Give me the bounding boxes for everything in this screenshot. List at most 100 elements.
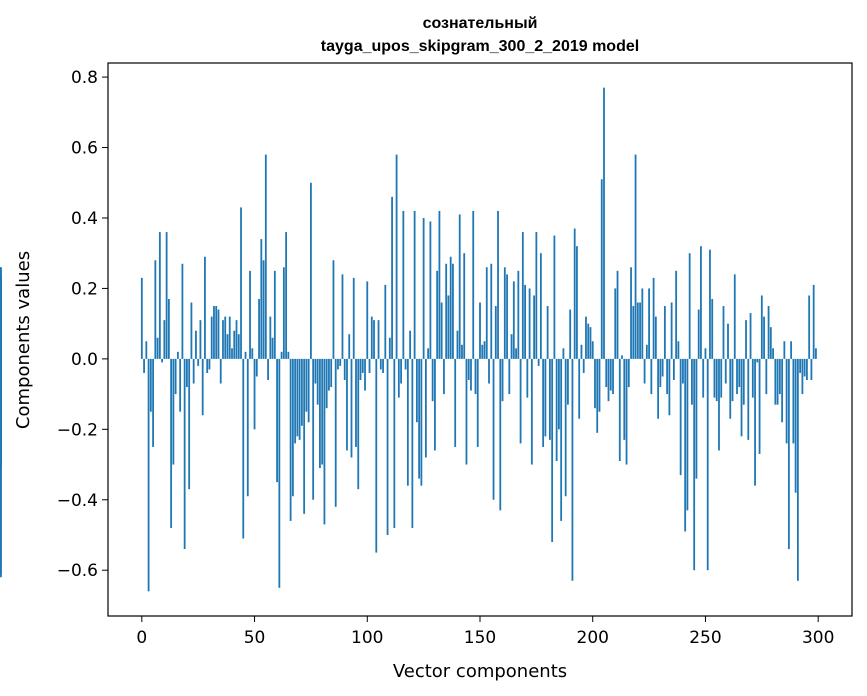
bar-182: [551, 358, 554, 543]
bar-194: [578, 358, 581, 419]
bar-274: [758, 358, 761, 454]
bar-223: [643, 358, 646, 384]
bar-100: [366, 281, 369, 359]
bar-178: [542, 358, 545, 447]
bar-65: [287, 351, 290, 359]
bar-74: [307, 358, 310, 423]
x-tick-label: 150: [464, 628, 496, 648]
bar-267: [742, 358, 745, 405]
bar-96: [357, 358, 360, 490]
bar-103: [373, 320, 375, 359]
bar-270: [749, 313, 752, 359]
bar-70: [298, 358, 301, 440]
x-tick-label: 100: [351, 628, 383, 648]
bar-57: [269, 316, 272, 359]
bar-112: [393, 358, 396, 528]
bar-181: [548, 358, 551, 440]
plot-area-frame: [107, 62, 853, 617]
bar-240: [682, 358, 684, 384]
x-tick-label: 0: [136, 628, 147, 648]
x-tick-label: 50: [244, 628, 266, 648]
bar-28: [204, 256, 206, 359]
bar-31: [210, 316, 213, 359]
bar-261: [729, 358, 732, 419]
bar-48: [249, 270, 251, 359]
bar-107: [382, 358, 384, 373]
bar-233: [666, 358, 669, 395]
bar-53: [260, 239, 263, 359]
bar-221: [639, 302, 641, 359]
bar-201: [594, 358, 596, 409]
bar-258: [722, 306, 725, 359]
bar-32: [213, 306, 215, 359]
bar-38: [226, 334, 229, 359]
bar-169: [521, 232, 524, 359]
bar-276: [763, 316, 765, 359]
bar-10: [163, 320, 166, 359]
bar-227: [652, 277, 655, 359]
bar-241: [684, 358, 687, 532]
bar-235: [670, 302, 673, 359]
bar-51: [255, 358, 258, 377]
bar-148: [474, 358, 477, 395]
bar-189: [567, 358, 569, 405]
bar-78: [316, 358, 319, 405]
bar-56: [267, 358, 269, 380]
bar-150: [479, 302, 481, 359]
bar-87: [337, 358, 339, 370]
bar-149: [476, 358, 479, 447]
bar-9: [161, 358, 164, 363]
bar-294: [803, 358, 806, 377]
bar-286: [785, 358, 788, 444]
bar-85: [332, 260, 335, 359]
bar-119: [409, 330, 412, 359]
bar-66: [289, 358, 292, 521]
bar-249: [702, 358, 705, 398]
bar-64: [285, 232, 288, 359]
bar-173: [530, 358, 533, 465]
bar-170: [524, 284, 526, 359]
bar-157: [494, 306, 497, 359]
bar-272: [754, 358, 756, 486]
bar-204: [600, 179, 603, 359]
x-tick-label: 300: [802, 628, 834, 648]
bar-151: [481, 344, 484, 359]
bar-288: [790, 341, 793, 359]
bar-121: [413, 210, 416, 359]
bar-211: [616, 270, 619, 359]
bar-91: [346, 358, 348, 451]
bar-168: [519, 358, 522, 444]
bar-250: [704, 348, 707, 359]
bar-180: [546, 306, 549, 359]
y-tick-label: 0.6: [71, 139, 98, 159]
bar-196: [582, 358, 585, 373]
bar-62: [280, 351, 283, 359]
bar-219: [634, 154, 637, 359]
bar-222: [641, 288, 644, 359]
bar-114: [397, 358, 400, 398]
chart-title-line2: tayga_upos_skipgram_300_2_2019 model: [321, 38, 639, 55]
bar-244: [691, 358, 693, 405]
bars-group: [0, 87, 817, 592]
bar-67: [291, 358, 294, 497]
bar-167: [517, 270, 520, 359]
bar-176: [537, 358, 540, 366]
bar-128: [429, 221, 432, 359]
x-tick-label: 250: [689, 628, 721, 648]
bar-88: [339, 358, 342, 366]
bar-84: [330, 358, 333, 388]
bar-245: [693, 358, 696, 571]
bar-72: [303, 358, 306, 514]
bar-23: [192, 358, 195, 384]
bar-285: [783, 341, 786, 359]
bar-143: [463, 253, 466, 359]
bar-166: [515, 348, 517, 359]
bar-17: [179, 358, 182, 412]
bar-27: [201, 358, 204, 416]
bar-21: [188, 358, 191, 490]
bar-185: [558, 358, 560, 430]
bar-71: [300, 358, 303, 426]
bar-122: [415, 358, 418, 423]
bar-291: [796, 358, 799, 581]
bar-293: [801, 358, 804, 395]
